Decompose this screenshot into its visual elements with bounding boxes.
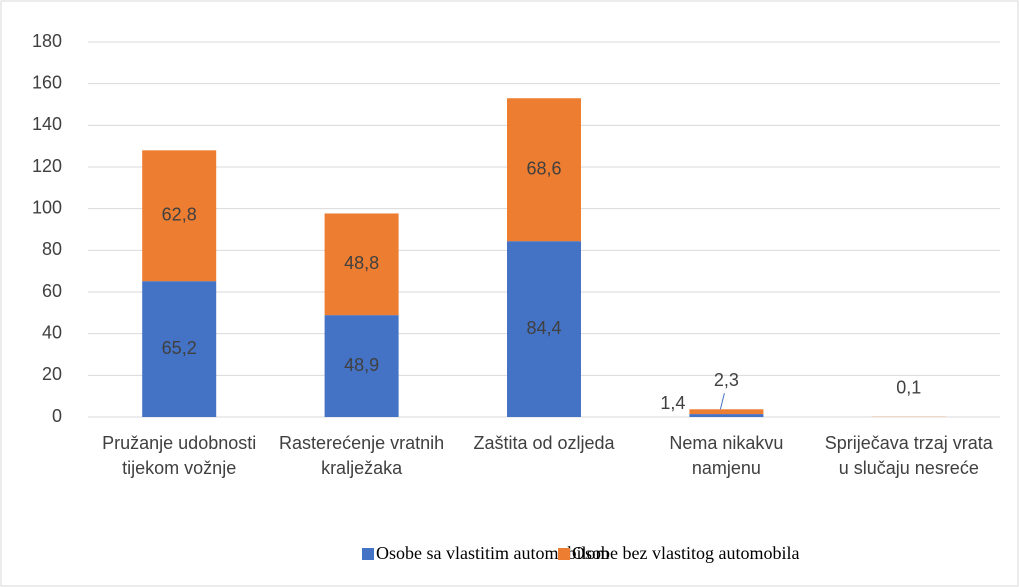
x-tick-label: Zaštita od ozljeda (473, 433, 615, 453)
x-tick-label: Pružanje udobnosti tijekom vožnje (102, 433, 257, 478)
data-label: 48,8 (344, 253, 379, 273)
data-label: 68,6 (526, 158, 561, 178)
y-tick-label: 180 (32, 31, 62, 51)
bar-segment (507, 98, 581, 242)
x-tick-label: Nema nikakvu namjenu (669, 433, 784, 478)
bar-segment (142, 281, 217, 417)
y-tick-label: 140 (32, 114, 62, 134)
y-tick-label: 60 (42, 281, 62, 301)
legend-label: Osobe sa vlastitim automobilom (376, 543, 609, 563)
y-tick-label: 100 (32, 197, 62, 217)
x-tick-label: Spriječava trzaj vrata u slučaju nesreće (824, 433, 993, 478)
bar-segment (324, 315, 399, 417)
y-tick-label: 80 (42, 239, 62, 259)
y-tick-label: 40 (42, 322, 62, 342)
data-label: 65,2 (162, 338, 197, 358)
bar-segment (142, 150, 217, 282)
leader-line (719, 393, 725, 410)
y-tick-label: 20 (42, 364, 62, 384)
data-label: 84,4 (526, 318, 561, 338)
y-tick-label: 120 (32, 156, 62, 176)
data-label: 62,8 (162, 205, 197, 225)
legend-label: Osobe bez vlastitog automobila (572, 543, 799, 563)
legend-key (362, 548, 374, 560)
y-tick-label: 0 (52, 406, 62, 426)
legend-key (558, 548, 570, 560)
bar-segment (689, 409, 764, 415)
data-label: 1,4 (660, 393, 685, 413)
data-label: 0,1 (896, 378, 921, 398)
bar-segment (324, 213, 399, 316)
bar-segment (689, 414, 764, 417)
y-tick-label: 160 (32, 72, 62, 92)
data-label: 48,9 (344, 355, 379, 375)
x-tick-label: Rasterećenje vratnih kralježaka (279, 433, 445, 478)
bar-segment (507, 241, 581, 417)
data-label: 2,3 (714, 370, 739, 390)
